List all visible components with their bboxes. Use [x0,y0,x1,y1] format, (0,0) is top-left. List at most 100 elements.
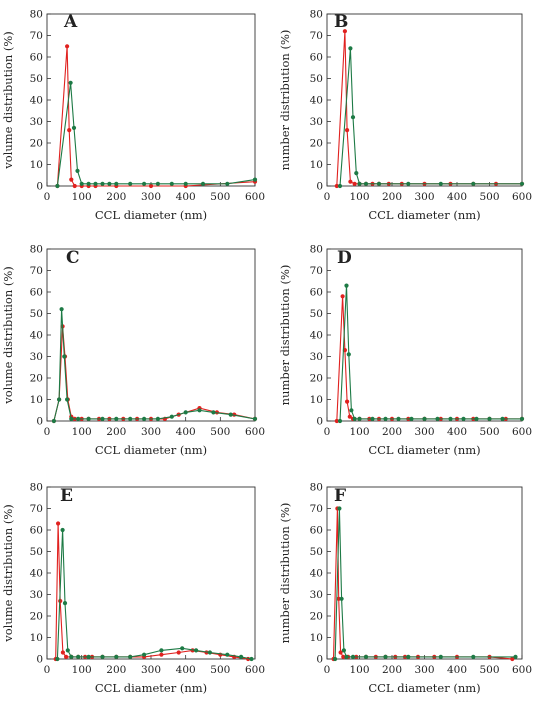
chart-panel-b: 0 10 20 30 40 50 60 70 80 0 100 200 300 400 500 600 CCL … [278,9,532,223]
data-point-green [344,283,349,288]
y-tick-label: 80 [30,9,43,21]
y-tick-label: 30 [30,116,43,128]
data-point-green [344,654,349,660]
y-tick-label: 70 [30,265,43,277]
y-tick-label: 50 [310,546,323,558]
data-point-green [370,416,375,421]
data-point-green [69,654,74,660]
y-tick-label: 60 [310,525,323,537]
x-tick-label: 100 [349,191,369,203]
x-tick-label: 500 [479,426,499,438]
x-tick-label: 400 [176,426,196,438]
data-point-green [438,181,443,186]
data-point-green [183,181,188,186]
y-tick-label: 70 [310,265,323,277]
x-tick-label: 100 [349,426,369,438]
data-point-green [339,596,344,601]
y-tick-label: 80 [310,482,323,494]
y-tick-label: 10 [30,632,43,644]
data-point-green [128,654,133,660]
y-tick-label: 80 [30,482,43,494]
series-line-green [339,285,522,422]
y-tick-label: 20 [310,611,323,623]
series-line-green [339,48,522,187]
data-point-green [337,183,343,189]
data-point-green [383,416,388,421]
y-tick-label: 0 [316,181,323,193]
x-tick-label: 200 [106,426,126,438]
data-point-green [59,307,64,312]
x-tick-label: 100 [349,664,369,676]
y-tick-label: 60 [310,52,323,64]
series-line-red [332,508,513,660]
series-line-red [336,296,522,422]
data-point-green [438,654,443,660]
data-point-green [114,654,119,660]
series-line-green [56,529,252,660]
data-point-green [348,46,353,51]
data-point-green [86,181,91,186]
x-tick-label: 500 [210,191,230,203]
series-line-red [56,46,256,187]
y-axis-label: volume distribution (%) [1,31,15,170]
y-tick-label: 0 [36,181,43,193]
data-point-red [69,177,74,182]
data-point-green [100,416,105,421]
data-point-red [345,399,350,404]
data-point-green [79,181,84,186]
data-point-green [211,410,216,415]
y-tick-label: 40 [310,330,323,342]
panel-label: F [334,486,346,506]
data-point-red [65,44,70,49]
data-point-green [435,416,440,421]
x-tick-label: 600 [512,191,532,203]
chart-panel-a: 0 10 20 30 40 50 60 70 80 0 100 200 300 400 500 600 CCL … [1,9,265,223]
y-axis-label: volume distribution (%) [1,504,15,643]
y-tick-label: 70 [310,30,323,42]
y-tick-label: 30 [30,589,43,601]
y-tick-label: 0 [316,654,323,666]
y-axis-label: number distribution (%) [278,503,292,644]
data-point-green [60,527,65,533]
y-tick-label: 30 [310,589,323,601]
x-tick-label: 600 [512,426,532,438]
data-point-green [252,416,258,421]
data-point-green [225,181,230,186]
x-tick-label: 500 [210,426,230,438]
data-point-green [86,654,91,660]
data-point-green [142,181,147,186]
data-point-green [51,418,57,424]
x-tick-label: 600 [512,664,532,676]
data-point-green [500,416,505,421]
data-point-green [349,408,354,413]
data-point-green [71,125,77,130]
data-point-green [396,416,401,421]
x-tick-label: 200 [106,664,126,676]
data-point-green [194,648,199,653]
series-line-green [56,82,256,187]
x-tick-label: 100 [72,191,92,203]
panel-label: E [60,486,73,506]
data-point-green [239,654,244,660]
y-tick-label: 30 [30,351,43,363]
y-axis-label: number distribution (%) [278,265,292,406]
data-point-green [55,656,60,662]
y-tick-label: 40 [30,568,43,580]
data-point-green [62,601,68,606]
data-point-red [336,596,341,601]
x-tick-label: 300 [414,191,434,203]
data-point-green [513,654,518,660]
data-point-green [169,181,174,186]
data-point-green [142,652,147,657]
y-axis-label: number distribution (%) [278,30,292,171]
data-point-green [249,656,254,662]
data-point-green [128,181,133,186]
y-tick-label: 20 [30,138,43,150]
data-point-green [183,410,188,415]
data-point-green [180,646,185,651]
y-tick-label: 60 [310,287,323,299]
x-axis-label: CCL diameter (nm) [368,443,480,457]
chart-panel-d: 0 10 20 30 40 50 60 70 80 0 100 200 300 400 500 600 CCL … [278,244,532,458]
x-axis-label: CCL diameter (nm) [368,681,480,695]
